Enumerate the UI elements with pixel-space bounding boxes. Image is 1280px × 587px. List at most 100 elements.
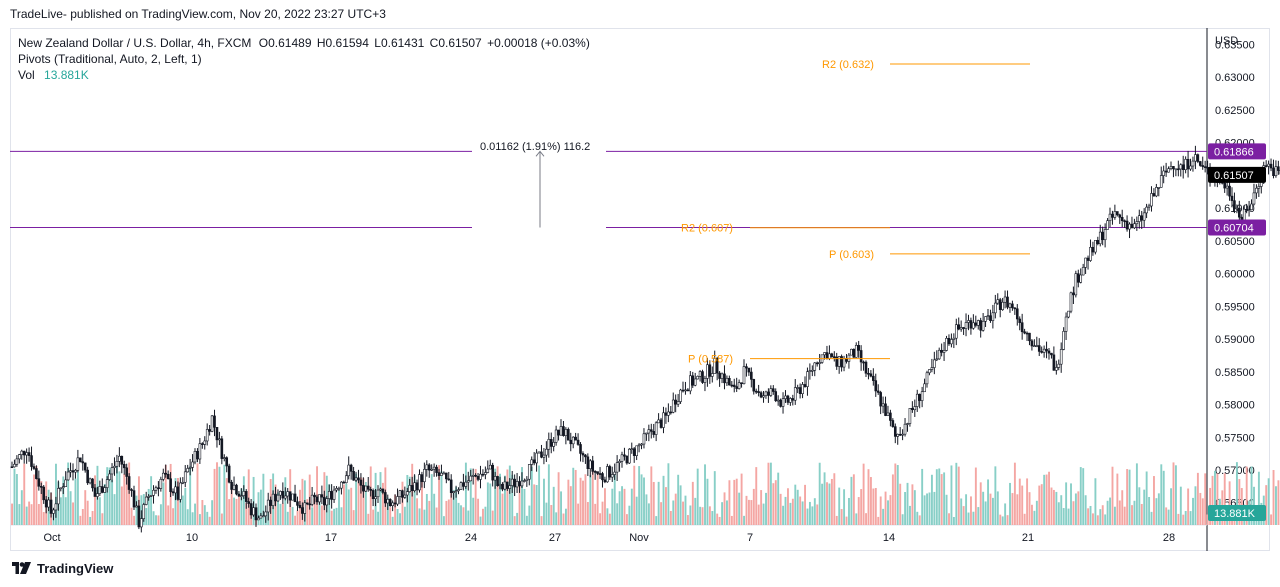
- volume-bar: [957, 466, 960, 525]
- volume-bar: [442, 516, 445, 525]
- candle-body: [213, 415, 216, 428]
- candle-body: [42, 486, 46, 501]
- candle-body: [154, 487, 158, 491]
- candle-body: [257, 517, 260, 521]
- candle-body: [79, 457, 82, 462]
- candle-body: [1277, 166, 1280, 171]
- volume-bar: [1096, 515, 1099, 525]
- candle-body: [762, 395, 765, 398]
- candle-body: [598, 473, 602, 475]
- volume-bar: [1092, 513, 1094, 525]
- volume-bar: [1162, 470, 1165, 525]
- candle-body: [530, 459, 534, 465]
- candle-body: [1142, 212, 1146, 221]
- volume-bar: [118, 471, 121, 525]
- volume-bar: [503, 475, 506, 525]
- candle-body: [689, 375, 692, 392]
- candle-body: [498, 483, 502, 487]
- candle-body: [1130, 223, 1134, 229]
- volume-bar: [201, 500, 204, 525]
- candle-body: [340, 481, 343, 489]
- candle-body: [220, 438, 224, 459]
- volume-bar: [745, 495, 748, 525]
- volume-bar: [111, 479, 114, 525]
- candle-body: [1094, 240, 1097, 253]
- candle-body: [262, 515, 265, 518]
- volume-badge-label: 13.881K: [1214, 508, 1256, 520]
- legend-low-label: L: [374, 36, 381, 50]
- candle-body: [39, 486, 43, 488]
- candle-body: [1125, 220, 1129, 230]
- volume-bar: [196, 463, 199, 525]
- volume-bar: [1235, 462, 1238, 525]
- volume-bar: [982, 491, 985, 525]
- volume-bar: [657, 481, 660, 525]
- volume-bar: [865, 513, 867, 525]
- candle-body: [371, 490, 375, 500]
- candle-body: [667, 411, 670, 416]
- candle-body: [1079, 274, 1083, 283]
- legend-indicator[interactable]: Pivots (Traditional, Auto, 2, Left, 1): [18, 52, 202, 66]
- published-caption: TradeLive- published on TradingView.com,…: [10, 7, 386, 21]
- candle-body: [171, 491, 175, 494]
- volume-bar: [357, 480, 360, 525]
- volume-bar: [518, 482, 521, 525]
- candle-body: [1074, 273, 1078, 296]
- candle-body: [813, 362, 817, 371]
- candle-body: [13, 463, 16, 468]
- volume-bar: [84, 490, 87, 525]
- candle-body: [832, 356, 836, 358]
- volume-bar: [772, 483, 775, 525]
- candle-body: [1018, 318, 1022, 323]
- candle-body: [1269, 163, 1273, 169]
- volume-bar: [691, 481, 694, 525]
- legend-volume-row[interactable]: Vol 13.881K: [18, 67, 89, 83]
- candle-body: [191, 461, 194, 468]
- candle-body: [745, 366, 748, 369]
- volume-bar: [59, 497, 62, 525]
- volume-bar: [164, 464, 167, 525]
- volume-bar: [230, 487, 233, 525]
- candle-body: [208, 429, 211, 432]
- volume-bar: [1001, 516, 1004, 525]
- candle-body: [586, 456, 590, 469]
- candle-body: [513, 478, 516, 488]
- volume-bar: [511, 474, 514, 525]
- candle-body: [918, 393, 921, 401]
- candle-body: [332, 489, 336, 500]
- tradingview-footer[interactable]: TradingView: [12, 561, 113, 576]
- volume-bar: [330, 510, 333, 525]
- candle-body: [852, 348, 856, 358]
- volume-bar: [970, 496, 972, 525]
- volume-bar: [628, 505, 631, 525]
- volume-bar: [601, 501, 604, 525]
- candle-body: [754, 390, 758, 393]
- volume-bar: [286, 511, 289, 525]
- candle-body: [386, 499, 390, 504]
- candle-body: [569, 439, 573, 445]
- candle-body: [823, 352, 826, 356]
- volume-bar: [979, 482, 982, 525]
- candle-body: [806, 371, 809, 387]
- candle-body: [647, 429, 651, 434]
- volume-bar: [728, 480, 731, 525]
- volume-bar: [306, 499, 309, 525]
- candle-body: [454, 490, 458, 493]
- volume-bar: [225, 478, 228, 525]
- volume-bar: [457, 502, 460, 525]
- volume-bar: [850, 476, 853, 525]
- candle-body: [815, 362, 819, 365]
- candle-body: [288, 491, 292, 501]
- candle-body: [635, 445, 638, 456]
- candle-body: [169, 478, 172, 492]
- candle-body: [540, 451, 543, 458]
- volume-bar: [1033, 510, 1036, 525]
- volume-bar: [423, 509, 426, 525]
- candle-body: [418, 474, 421, 491]
- candle-body: [613, 471, 616, 475]
- volume-bar: [1062, 508, 1065, 525]
- volume-bar: [342, 484, 345, 525]
- candle-body: [620, 454, 624, 462]
- volume-bar: [879, 496, 882, 525]
